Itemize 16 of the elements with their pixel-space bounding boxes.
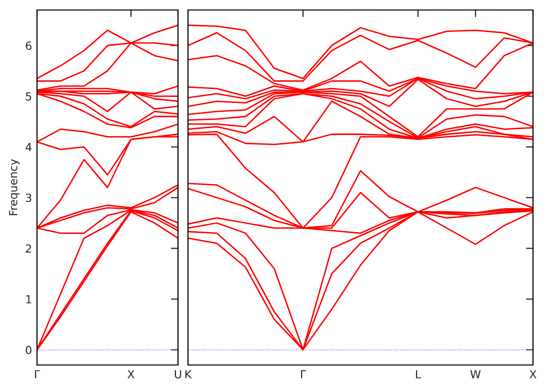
y-axis-title: Frequency: [9, 159, 20, 216]
x-tick-label: U: [174, 370, 182, 378]
y-tick-label: 1: [26, 295, 32, 304]
x-tick-label: W: [470, 370, 481, 378]
y-tick-label: 4: [26, 143, 32, 152]
x-tick-label: Γ: [300, 370, 306, 378]
y-tick-label: 0: [26, 346, 32, 354]
x-tick-label: X: [530, 370, 536, 378]
x-tick-label: K: [185, 370, 192, 378]
y-tick-label: 2: [26, 244, 32, 253]
y-tick-label: 5: [26, 92, 32, 101]
x-tick-label: Γ: [34, 370, 40, 378]
x-tick-label: X: [128, 370, 134, 378]
y-tick-label: 3: [26, 194, 32, 202]
x-tick-label: L: [416, 370, 422, 378]
y-tick-label: 6: [26, 41, 32, 50]
